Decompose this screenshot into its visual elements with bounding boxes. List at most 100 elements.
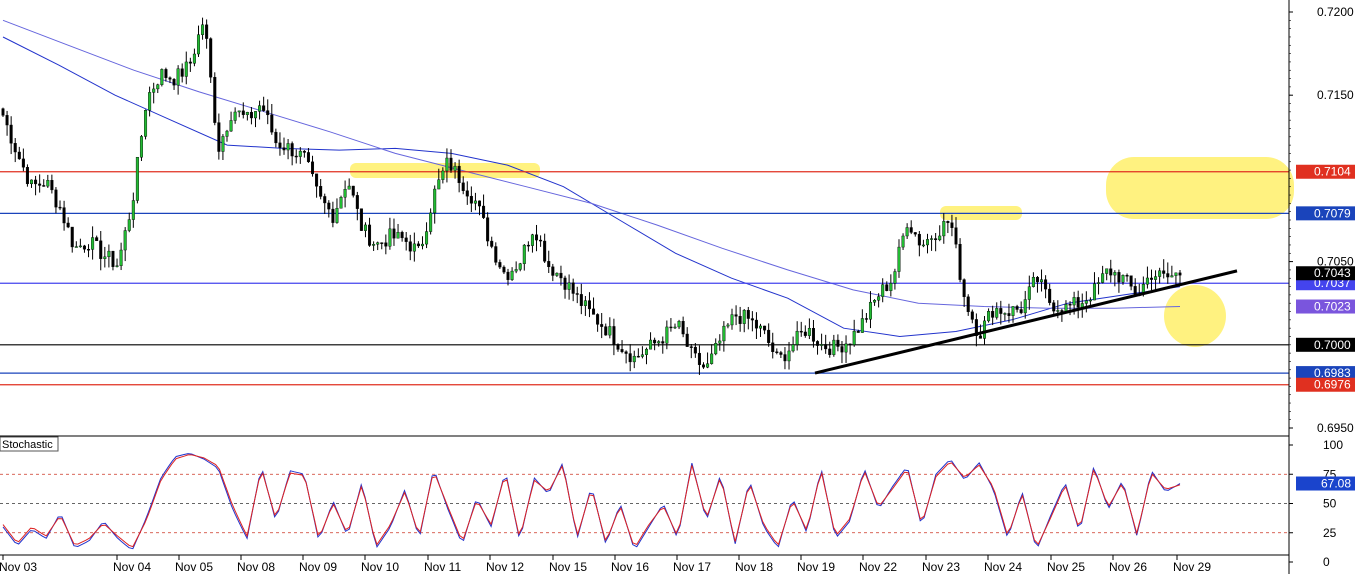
candle-body [408,241,412,252]
candle [209,37,213,83]
candle-body [254,111,258,119]
candle-body [974,319,978,336]
candle [738,306,742,332]
candle-body [889,283,893,291]
candle-body [351,185,355,196]
candle-body [836,339,840,347]
candle [746,306,750,330]
candle [270,104,274,135]
candle [624,350,628,364]
candle-body [636,355,640,358]
candle-body [938,235,942,241]
candle [473,192,477,211]
candle [131,192,135,228]
x-tick-label: Nov 29 [1173,560,1211,574]
candle-body [587,300,591,310]
candle [995,302,999,320]
price-marker-label: 0.7043 [1314,266,1351,280]
x-tick-label: Nov 24 [984,560,1022,574]
price-marker-label: 0.7023 [1314,300,1351,314]
candle [946,220,950,234]
candle-body [1023,299,1027,314]
candle [359,208,363,231]
candle-body [66,222,70,228]
candle-body [697,352,701,365]
candle-body [571,282,575,294]
candle-body [1056,310,1060,312]
candle [196,25,200,57]
candle-body [266,110,270,116]
stochastic-tick-label: 100 [1323,438,1343,452]
candle [429,208,433,235]
candle-body [657,341,661,344]
y-tick-label: 0.7200 [1317,5,1354,19]
candle-body [188,61,192,64]
candle [608,317,612,339]
candle [555,272,559,277]
candle-body [1084,300,1088,304]
candle-body [991,311,995,318]
candle-body [502,266,506,273]
candle-body [563,277,567,290]
candle [441,167,445,184]
candle [551,263,555,282]
candle [225,129,229,142]
candle-body [400,231,404,239]
candle-body [209,38,213,78]
candle-body [567,282,571,290]
price-marker-box [1296,266,1355,281]
candle [1166,262,1170,284]
candle-body [87,248,91,251]
candle [180,63,184,83]
candle [726,322,730,329]
candle-body [644,348,648,355]
candle [376,241,380,251]
candle [1097,277,1101,295]
candle-body [359,208,363,231]
candle [848,343,852,355]
candle [636,348,640,358]
candle [775,348,779,355]
candle [404,231,408,251]
y-tick-label: 0.7150 [1317,88,1354,102]
candle [148,86,152,117]
candle [734,305,738,326]
candle [673,323,677,330]
candle-body [34,179,38,185]
candle [46,174,50,188]
candle-body [1015,306,1019,310]
candle [1011,306,1015,323]
candle-body [840,346,844,353]
candle [681,316,685,338]
highlights-layer [350,157,1294,347]
candle-body [363,224,367,231]
candle [921,239,925,248]
candle [991,305,995,326]
candle [213,72,217,126]
candle [119,242,123,271]
candle-body [1178,272,1182,276]
candle [1113,270,1117,287]
candle [78,238,82,248]
candle-body [628,353,632,363]
candle-body [1158,270,1162,277]
candle [987,308,991,323]
candle [938,225,942,242]
candle [962,278,966,307]
candle-body [807,328,811,336]
candle [363,222,367,238]
candle [693,342,697,358]
candle-body [799,330,803,333]
candle [1076,290,1080,319]
candle [543,233,547,264]
candle-body [249,111,253,119]
stochastic-layer [0,453,1289,550]
candle [644,347,648,365]
level-label-box [1296,366,1355,381]
candle [453,162,457,179]
candle [58,200,62,211]
candle [1105,268,1109,281]
candle [1040,269,1044,292]
candle [653,337,657,351]
candle [592,297,596,315]
